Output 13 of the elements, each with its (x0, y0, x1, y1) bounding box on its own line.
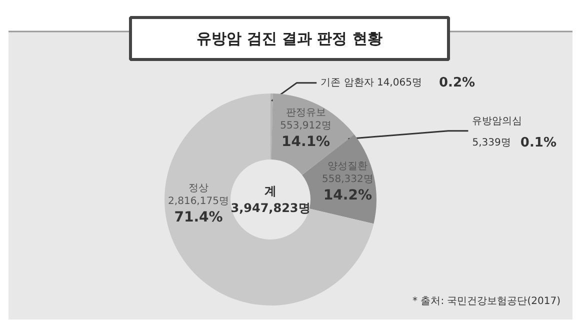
chart-title: 유방암 검진 결과 판정 현황 (196, 30, 382, 48)
slice-label: 양성질환 (328, 161, 368, 172)
data-label: 553,912명 14.1% (280, 120, 332, 150)
slice-label: 판정유보 (286, 107, 326, 118)
data-label: 2,816,175명 71.4% (168, 196, 229, 226)
text: 0.2% (439, 75, 476, 90)
slice-label: 정상 (188, 183, 208, 194)
text: 계 3,947,823명 (230, 184, 310, 215)
data-label: 5,339명 0.1% (472, 135, 556, 150)
category-label: 기존 암환자 14,065명 (320, 77, 422, 88)
text: * 출처: 국민건강보험공단(2017) (412, 296, 561, 307)
data-label: 558,332명 14.2% (322, 174, 374, 204)
slice-label: 유방암의심 (472, 116, 522, 127)
